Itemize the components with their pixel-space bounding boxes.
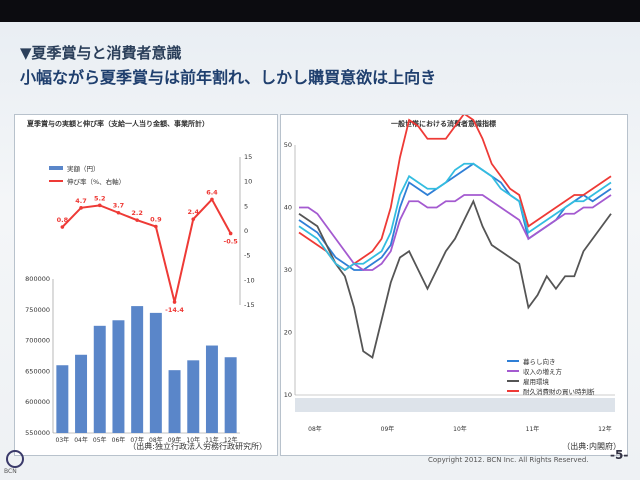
growth-point [79, 206, 83, 210]
growth-point [135, 218, 139, 222]
bar [112, 320, 125, 433]
bar [149, 312, 162, 433]
legend-swatch-bar [49, 166, 63, 170]
consumer-y-tick-label: 50 [284, 141, 292, 149]
bar-y-tick-label: 800000 [25, 275, 50, 283]
x-tick-label: 04年 [74, 436, 88, 444]
legend-label-line: 伸び率（%、右軸） [67, 177, 125, 186]
consumer-y-tick-label: 20 [284, 329, 292, 337]
growth-data-label: 0.9 [150, 216, 162, 224]
growth-data-label: 2.2 [131, 209, 143, 217]
consumer-y-tick-label: 30 [284, 266, 292, 274]
growth-data-label: -0.5 [224, 237, 239, 245]
growth-point [210, 197, 214, 202]
bar [187, 360, 200, 433]
bar [93, 325, 106, 433]
x-tick-label: 11年 [526, 425, 540, 433]
growth-data-label: 0.8 [57, 216, 69, 224]
series-line [298, 115, 612, 272]
bar [56, 365, 69, 433]
bar-y-tick-label: 700000 [25, 337, 50, 345]
x-tick-label: 10年 [186, 436, 200, 444]
x-tick-label: 08年 [308, 425, 322, 433]
bcn-logo [6, 450, 24, 468]
series-line [299, 194, 612, 271]
bar [205, 345, 218, 433]
page-number: -5- [610, 448, 629, 462]
line-y-tick-label: 15 [244, 153, 252, 161]
bar-y-tick-label: 650000 [25, 367, 50, 375]
slide: ▼夏季賞与と消費者意識 小幅ながら夏季賞与は前年割れ、しかし購買意欲は上向き 夏… [0, 22, 640, 480]
growth-point [60, 225, 65, 229]
legend-label: 耐久消費財の買い時判断 [523, 387, 595, 396]
consumer-chart-source: （出典:内閣府） [562, 442, 621, 451]
growth-point [116, 210, 121, 215]
line-y-tick-label: -10 [244, 276, 255, 284]
growth-data-label: 2.4 [187, 208, 199, 216]
line-y-tick-label: 5 [244, 202, 248, 210]
growth-point [191, 217, 196, 221]
growth-data-label: -14.4 [165, 306, 184, 314]
growth-point [228, 231, 233, 236]
bar [131, 306, 144, 433]
growth-data-label: 3.7 [113, 202, 125, 210]
x-tick-label: 05年 [93, 436, 107, 444]
growth-point [154, 224, 158, 229]
slide-heading: ▼夏季賞与と消費者意識 [20, 44, 182, 62]
growth-data-label: 4.7 [75, 197, 87, 205]
growth-line [61, 197, 232, 303]
series-line [298, 162, 612, 271]
series-line [298, 198, 612, 359]
consumer-chart-panel: 一般世帯における消費者意識指標 10 20 30 40 50 08年 09年 10年 11年 12… [280, 114, 628, 456]
x-tick-label: 11年 [205, 436, 219, 444]
bonus-chart: 550000 600000 650000 700000 750000 800000 03年 0… [25, 153, 255, 444]
bonus-chart-source: （出典:独立行政法人労務行政研究所） [128, 442, 267, 451]
copyright: Copyright 2012. BCN Inc. All Rights Rese… [428, 456, 589, 464]
bar-y-tick-label: 550000 [25, 429, 50, 437]
slide-subheading: 小幅ながら夏季賞与は前年割れ、しかし購買意欲は上向き [20, 68, 437, 87]
legend-label-bar: 実額（円） [67, 164, 100, 173]
consumer-chart: 10 20 30 40 50 08年 09年 10年 11年 12年 暮らし向き収入の増え方雇用環境… [284, 115, 615, 433]
legend-label: 暮らし向き [523, 357, 556, 366]
growth-point [97, 203, 102, 208]
line-y-tick-label: -5 [244, 252, 250, 260]
line-y-tick-label: -15 [244, 301, 255, 309]
logo-text: BCN [4, 468, 17, 475]
bar-y-tick-label: 750000 [25, 306, 50, 314]
x-tick-label: 12年 [598, 425, 612, 433]
x-tick-label: 07年 [130, 436, 144, 444]
bar [168, 370, 181, 433]
x-tick-label: 09年 [381, 425, 395, 433]
growth-data-label: 5.2 [94, 194, 106, 202]
month-label-band [295, 398, 615, 412]
bar [224, 357, 237, 433]
consumer-chart-title: 一般世帯における消費者意識指標 [391, 120, 496, 128]
x-tick-label: 09年 [168, 436, 182, 444]
bonus-chart-title: 夏季賞与の実額と伸び率（支給一人当り金額、事業所計） [27, 120, 209, 128]
line-y-tick-label: 0 [244, 227, 248, 235]
x-tick-label: 03年 [56, 436, 70, 444]
bar-y-tick-label: 600000 [25, 398, 50, 406]
bonus-chart-panel: 夏季賞与の実額と伸び率（支給一人当り金額、事業所計） 550000 600000 6… [14, 114, 278, 456]
x-tick-label: 08年 [149, 436, 163, 444]
growth-point [172, 300, 177, 304]
growth-data-label: 6.4 [206, 188, 218, 196]
x-tick-label: 10年 [453, 425, 467, 433]
x-tick-label: 12年 [224, 436, 238, 444]
consumer-y-tick-label: 40 [284, 204, 292, 212]
legend-label: 雇用環境 [523, 377, 550, 386]
series-line [298, 162, 612, 272]
line-y-tick-label: 10 [244, 178, 252, 186]
x-tick-label: 06年 [112, 436, 126, 444]
legend-label: 収入の増え方 [523, 367, 563, 376]
consumer-y-tick-label: 10 [284, 391, 292, 399]
bar [75, 354, 88, 433]
